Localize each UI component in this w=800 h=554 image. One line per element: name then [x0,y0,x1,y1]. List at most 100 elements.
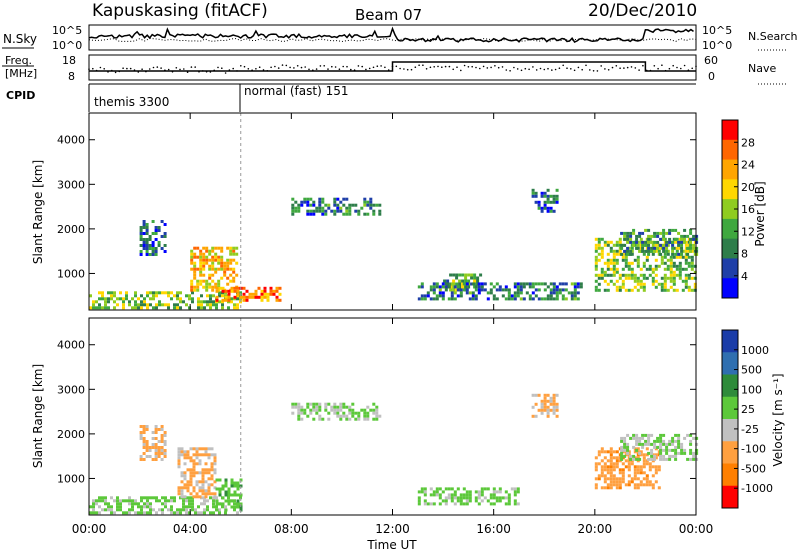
echo-cell [479,273,483,277]
echo-cell [659,454,663,458]
echo-cell [492,502,496,506]
echo-cell [435,294,439,298]
echo-cell [645,480,649,484]
echo-cell [149,502,152,506]
nave-point [107,71,109,73]
nave-point [243,65,246,68]
nave-point [433,66,436,68]
echo-cell [224,511,227,515]
echo-cell [677,231,681,235]
echo-cell [185,511,188,515]
echo-cell [324,405,328,409]
echo-cell [606,477,610,481]
echo-cell [185,505,188,509]
echo-cell [683,448,687,452]
echo-cell [227,499,231,503]
echo-cell [600,273,604,277]
echo-cell [632,436,636,440]
echo-cell [516,282,520,286]
echo-cell [312,405,316,409]
nave-point [524,67,527,70]
echo-cell [190,282,194,286]
nave-point [600,65,602,67]
echo-cell [366,405,370,409]
echo-cell [461,273,465,277]
echo-cell [366,212,370,216]
echo-cell [291,411,295,415]
nave-point [448,65,451,68]
nave-point [486,67,489,69]
echo-cell [324,203,328,207]
echo-cell [693,288,697,292]
echo-cell [624,483,628,487]
echo-cell [192,459,196,463]
echo-cell [684,282,688,286]
echo-cell [200,294,203,298]
echo-cell [188,306,191,310]
freq-unit-label: [MHz] [5,67,37,80]
echo-cell [642,471,646,475]
colorbar-band [722,330,738,353]
echo-cell [615,279,619,283]
echo-cell [468,490,472,494]
echo-cell [152,294,155,298]
echo-cell [198,486,202,490]
echo-cell [648,273,652,277]
echo-cell [327,402,331,406]
echo-cell [213,492,217,496]
nave-point [395,65,398,68]
echo-cell [543,200,547,204]
echo-cell [429,288,433,292]
echo-cell [525,291,529,295]
echo-cell [275,295,279,299]
echo-cell [176,508,179,512]
echo-cell [630,267,634,271]
nave-point [293,67,295,69]
echo-cell [629,240,633,244]
echo-cell [671,436,675,440]
echo-cell [573,288,577,292]
echo-cell [357,209,361,213]
echo-cell [196,267,200,271]
echo-cell [594,249,598,253]
echo-cell [300,408,304,412]
echo-cell [417,490,421,494]
echo-cell [623,249,627,253]
echo-cell [612,267,616,271]
echo-cell [642,288,646,292]
echo-cell [626,240,630,244]
echo-cell [227,490,231,494]
echo-cell [223,270,227,274]
echo-cell [606,468,610,472]
echo-cell [139,229,143,232]
echo-cell [229,252,233,256]
echo-cell [683,228,687,232]
echo-cell [211,249,215,253]
echo-cell [689,228,693,232]
echo-cell [489,496,493,500]
echo-cell [155,511,158,515]
echo-cell [462,502,466,506]
echo-cell [669,285,673,289]
echo-cell [473,285,477,289]
echo-cell [210,477,214,481]
echo-cell [357,411,361,415]
echo-cell [245,289,249,293]
echo-cell [681,255,685,259]
echo-cell [609,450,613,454]
nave-point [266,70,269,72]
echo-cell [630,480,634,484]
echo-cell [173,499,176,503]
echo-cell [629,252,633,256]
echo-cell [438,291,442,295]
echo-cell [636,471,640,475]
echo-cell [254,295,258,299]
echo-cell [686,234,690,238]
colorbar-tick-label: 4 [741,270,748,283]
echo-cell [659,237,663,241]
echo-cell [570,294,574,298]
echo-cell [680,451,684,455]
echo-cell [513,499,517,503]
echo-cell [531,291,535,295]
echo-cell [224,484,228,488]
